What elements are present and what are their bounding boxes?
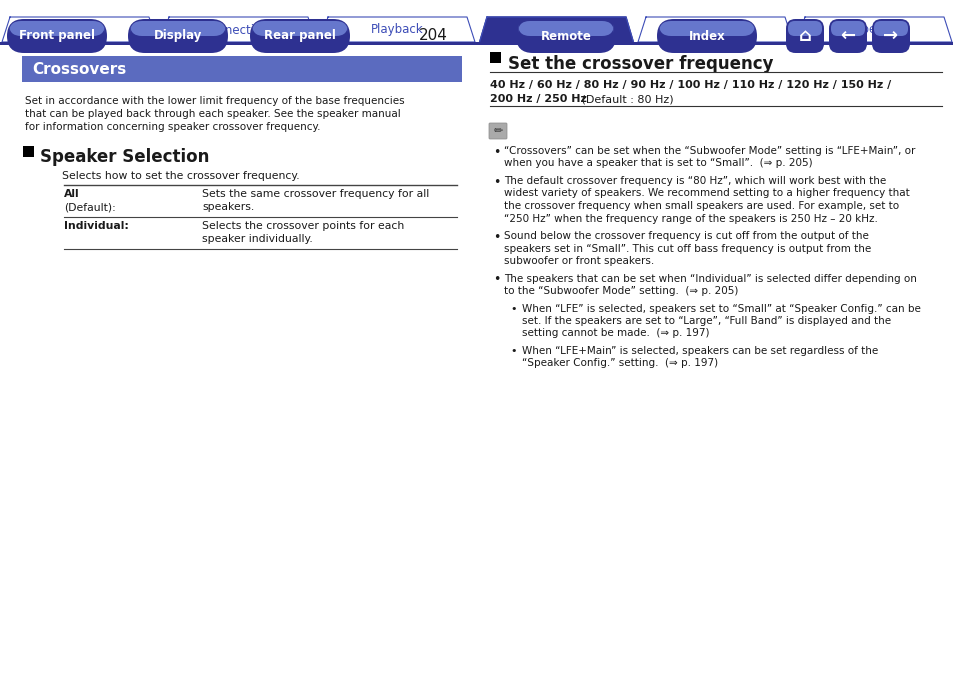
Bar <box>0 42 953 45</box>
Text: 200 Hz / 250 Hz: 200 Hz / 250 Hz <box>490 94 586 104</box>
Text: Connections: Connections <box>202 24 274 36</box>
Text: setting cannot be made.  (⇒ p. 197): setting cannot be made. (⇒ p. 197) <box>521 328 709 339</box>
FancyBboxPatch shape <box>250 19 350 53</box>
Text: 204: 204 <box>418 28 447 44</box>
Text: for information concerning speaker crossover frequency.: for information concerning speaker cross… <box>25 122 320 132</box>
Text: All: All <box>64 189 79 199</box>
Text: •: • <box>493 146 500 159</box>
Text: →: → <box>882 27 898 45</box>
Text: “Crossovers” can be set when the “Subwoofer Mode” setting is “LFE+Main”, or: “Crossovers” can be set when the “Subwoo… <box>503 146 915 156</box>
Text: Remote: Remote <box>540 30 591 42</box>
Text: Crossovers: Crossovers <box>32 61 126 77</box>
Text: widest variety of speakers. We recommend setting to a higher frequency that: widest variety of speakers. We recommend… <box>503 188 909 199</box>
FancyBboxPatch shape <box>252 21 348 36</box>
FancyBboxPatch shape <box>828 19 866 53</box>
Text: Index: Index <box>688 30 724 42</box>
Text: •: • <box>493 231 500 244</box>
Text: Speaker Selection: Speaker Selection <box>40 148 209 166</box>
FancyBboxPatch shape <box>659 21 754 36</box>
Text: to the “Subwoofer Mode” setting.  (⇒ p. 205): to the “Subwoofer Mode” setting. (⇒ p. 2… <box>503 286 738 296</box>
FancyBboxPatch shape <box>7 19 107 53</box>
Text: (Default):: (Default): <box>64 202 115 212</box>
FancyBboxPatch shape <box>871 19 909 53</box>
Text: •: • <box>510 304 516 314</box>
Text: Sound below the crossover frequency is cut off from the output of the: Sound below the crossover frequency is c… <box>503 231 868 241</box>
Text: Selects how to set the crossover frequency.: Selects how to set the crossover frequen… <box>62 171 299 181</box>
FancyBboxPatch shape <box>489 123 506 139</box>
Text: Set the crossover frequency: Set the crossover frequency <box>507 55 773 73</box>
FancyBboxPatch shape <box>873 21 907 36</box>
Text: When “LFE+Main” is selected, speakers can be set regardless of the: When “LFE+Main” is selected, speakers ca… <box>521 346 878 356</box>
FancyBboxPatch shape <box>657 19 757 53</box>
Text: Sets the same crossover frequency for all: Sets the same crossover frequency for al… <box>202 189 429 199</box>
Bar <box>23 146 34 157</box>
Text: set. If the speakers are set to “Large”, “Full Band” is displayed and the: set. If the speakers are set to “Large”,… <box>521 316 890 326</box>
Text: Appendix: Appendix <box>846 24 902 36</box>
Text: The speakers that can be set when “Individual” is selected differ depending on: The speakers that can be set when “Indiv… <box>503 273 916 283</box>
Text: Contents: Contents <box>52 24 106 36</box>
Polygon shape <box>161 17 315 42</box>
Text: Playback: Playback <box>371 24 423 36</box>
Polygon shape <box>638 17 792 42</box>
FancyBboxPatch shape <box>128 19 228 53</box>
Text: “250 Hz” when the frequency range of the speakers is 250 Hz – 20 kHz.: “250 Hz” when the frequency range of the… <box>503 213 877 223</box>
Text: speakers set in “Small”. This cut off bass frequency is output from the: speakers set in “Small”. This cut off ba… <box>503 244 870 254</box>
Bar <box>490 52 500 63</box>
Text: Selects the crossover points for each: Selects the crossover points for each <box>202 221 404 231</box>
Text: •: • <box>493 273 500 287</box>
Text: Front panel: Front panel <box>19 30 95 42</box>
Text: ⌂: ⌂ <box>798 27 811 45</box>
Polygon shape <box>796 17 951 42</box>
Text: speaker individually.: speaker individually. <box>202 234 313 244</box>
Text: when you have a speaker that is set to “Small”.  (⇒ p. 205): when you have a speaker that is set to “… <box>503 159 812 168</box>
Text: Rear panel: Rear panel <box>264 30 335 42</box>
Text: Settings: Settings <box>528 24 583 36</box>
Text: (Default : 80 Hz): (Default : 80 Hz) <box>578 94 673 104</box>
FancyBboxPatch shape <box>516 19 616 53</box>
FancyBboxPatch shape <box>517 21 614 36</box>
Text: Tips: Tips <box>702 24 727 36</box>
Text: that can be played back through each speaker. See the speaker manual: that can be played back through each spe… <box>25 109 400 119</box>
Text: The default crossover frequency is “80 Hz”, which will work best with the: The default crossover frequency is “80 H… <box>503 176 885 186</box>
Text: ✏: ✏ <box>493 126 502 136</box>
Text: speakers.: speakers. <box>202 202 254 212</box>
FancyBboxPatch shape <box>830 21 864 36</box>
Text: “Speaker Config.” setting.  (⇒ p. 197): “Speaker Config.” setting. (⇒ p. 197) <box>521 359 718 369</box>
Polygon shape <box>478 17 634 44</box>
Text: •: • <box>493 176 500 189</box>
Text: •: • <box>510 346 516 356</box>
Text: subwoofer or front speakers.: subwoofer or front speakers. <box>503 256 654 266</box>
Text: Set in accordance with the lower limit frequency of the base frequencies: Set in accordance with the lower limit f… <box>25 96 404 106</box>
Text: When “LFE” is selected, speakers set to “Small” at “Speaker Config.” can be: When “LFE” is selected, speakers set to … <box>521 304 920 314</box>
Text: Individual:: Individual: <box>64 221 129 231</box>
Polygon shape <box>2 17 157 42</box>
FancyBboxPatch shape <box>787 21 821 36</box>
Polygon shape <box>319 17 475 42</box>
FancyBboxPatch shape <box>785 19 823 53</box>
FancyBboxPatch shape <box>9 21 105 36</box>
Text: ←: ← <box>840 27 855 45</box>
Text: the crossover frequency when small speakers are used. For example, set to: the crossover frequency when small speak… <box>503 201 898 211</box>
Text: 40 Hz / 60 Hz / 80 Hz / 90 Hz / 100 Hz / 110 Hz / 120 Hz / 150 Hz /: 40 Hz / 60 Hz / 80 Hz / 90 Hz / 100 Hz /… <box>490 80 890 90</box>
Text: Display: Display <box>153 30 202 42</box>
Bar <box>22 56 461 82</box>
FancyBboxPatch shape <box>130 21 226 36</box>
